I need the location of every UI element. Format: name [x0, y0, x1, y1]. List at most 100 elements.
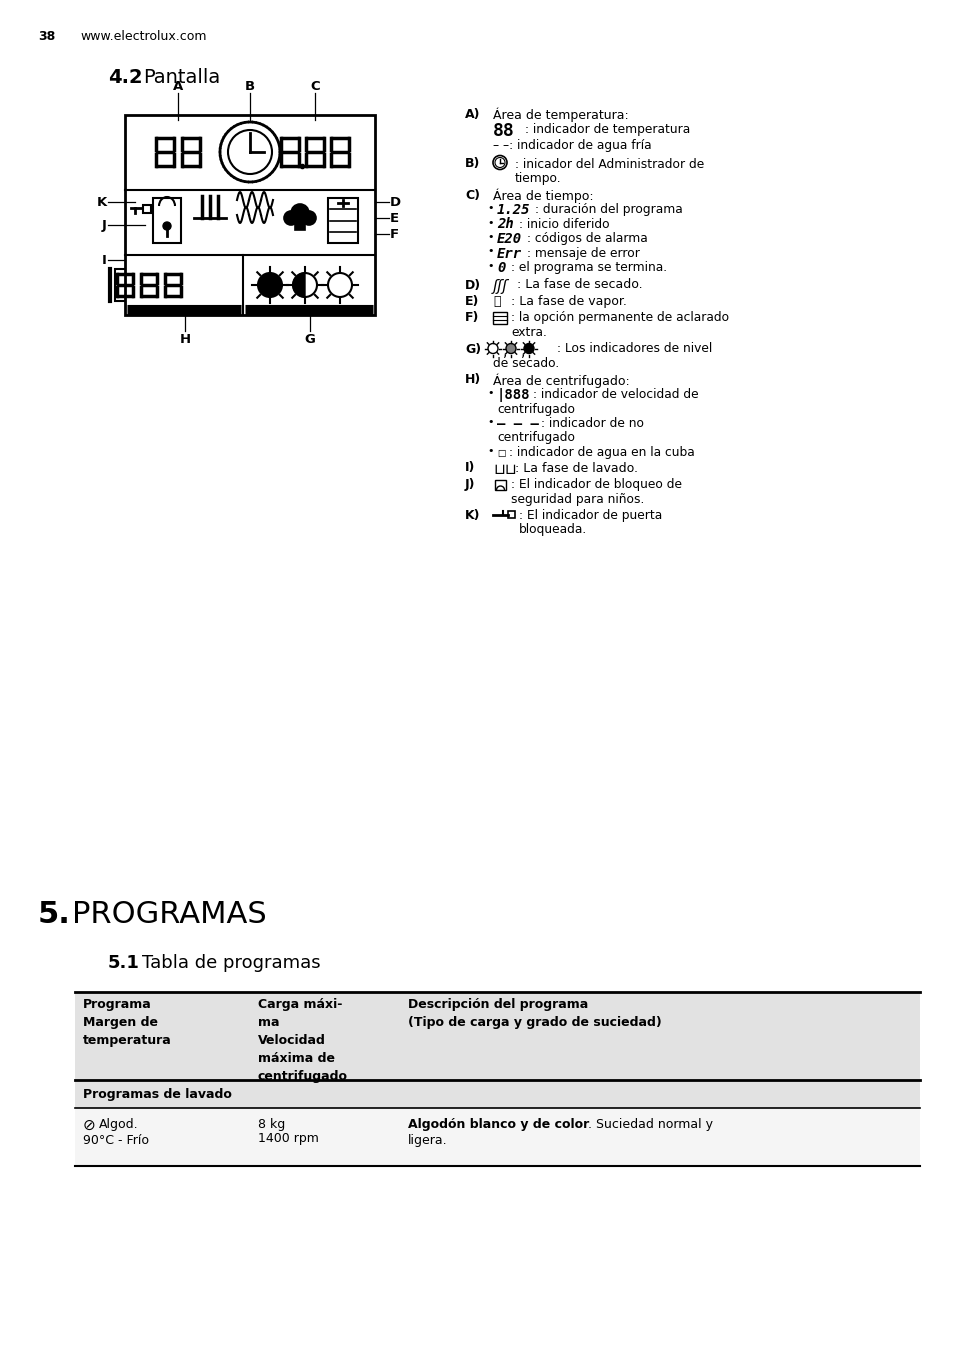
Text: 38: 38 [38, 30, 55, 43]
Text: Área de temperatura:: Área de temperatura: [493, 108, 628, 122]
Text: : el programa se termina.: : el programa se termina. [511, 261, 666, 274]
Text: H: H [179, 333, 191, 347]
Text: •: • [486, 389, 493, 398]
Bar [493, 311, 506, 324]
Text: G): G) [464, 343, 480, 356]
Bar [125, 115, 375, 315]
Text: : inicio diferido: : inicio diferido [518, 218, 609, 230]
Text: Carga máxi-
ma
Velocidad
máxima de
centrifugado: Carga máxi- ma Velocidad máxima de centr… [257, 998, 348, 1083]
Text: : indicador de velocidad de: : indicador de velocidad de [533, 389, 698, 401]
Text: : El indicador de puerta: : El indicador de puerta [518, 509, 661, 523]
Text: B): B) [464, 157, 480, 171]
Text: 5.1: 5.1 [108, 955, 140, 972]
Text: : La fase de secado.: : La fase de secado. [517, 279, 642, 291]
Text: 88: 88 [493, 122, 515, 141]
Text: ligera.: ligera. [408, 1135, 447, 1147]
Text: : códigos de alarma: : códigos de alarma [526, 232, 647, 245]
Text: Área de tiempo:: Área de tiempo: [493, 188, 593, 203]
Text: 90°C - Frío: 90°C - Frío [83, 1135, 149, 1147]
Text: : La fase de lavado.: : La fase de lavado. [515, 462, 638, 474]
Text: : duración del programa: : duración del programa [535, 203, 682, 217]
Circle shape [293, 274, 316, 297]
Text: PROGRAMAS: PROGRAMAS [71, 900, 267, 929]
Bar [152, 198, 181, 242]
Bar [304, 133, 326, 171]
Bar [495, 481, 505, 490]
Text: bloqueada.: bloqueada. [518, 524, 587, 536]
Circle shape [328, 274, 352, 297]
Text: Programa
Margen de
temperatura: Programa Margen de temperatura [83, 998, 172, 1047]
Text: Tabla de programas: Tabla de programas [142, 955, 320, 972]
Text: •: • [486, 417, 493, 427]
Text: •: • [486, 218, 493, 227]
Bar [139, 269, 159, 301]
Text: seguridad para niños.: seguridad para niños. [511, 493, 643, 505]
Text: 1400 rpm: 1400 rpm [257, 1132, 318, 1145]
Text: •: • [486, 232, 493, 242]
Bar [180, 133, 202, 171]
Text: B: B [245, 80, 254, 93]
Text: – –: indicador de agua fría: – –: indicador de agua fría [493, 139, 651, 152]
Bar [143, 204, 151, 213]
Text: centrifugado: centrifugado [497, 402, 575, 416]
Text: A): A) [464, 108, 480, 121]
Text: |888: |888 [497, 389, 530, 402]
Text: : mensaje de error: : mensaje de error [526, 246, 639, 260]
Text: J: J [102, 218, 107, 232]
Circle shape [284, 211, 297, 225]
Text: Descripción del programa
(Tipo de carga y grado de suciedad): Descripción del programa (Tipo de carga … [408, 998, 661, 1029]
Text: F: F [390, 227, 398, 241]
Text: 8 kg: 8 kg [257, 1118, 285, 1131]
Text: 5.: 5. [38, 900, 71, 929]
Text: Área de centrifugado:: Área de centrifugado: [493, 374, 629, 389]
Bar [75, 992, 919, 1080]
Text: ☐: ☐ [497, 445, 505, 460]
Circle shape [291, 204, 309, 222]
Bar [329, 133, 351, 171]
Text: •: • [486, 203, 493, 213]
Text: H): H) [464, 374, 480, 386]
Text: E: E [390, 211, 398, 225]
Bar [115, 269, 135, 301]
Text: K): K) [464, 509, 480, 523]
Circle shape [228, 130, 272, 175]
Text: 1.25: 1.25 [497, 203, 530, 217]
Bar [294, 218, 305, 230]
Circle shape [505, 344, 516, 353]
Text: : indicador de no: : indicador de no [540, 417, 643, 431]
Text: E20: E20 [497, 232, 521, 246]
Text: ⊔⊔: ⊔⊔ [493, 462, 517, 477]
Bar [75, 1108, 919, 1166]
Text: ⊘: ⊘ [83, 1118, 95, 1133]
Text: C): C) [464, 188, 479, 202]
Text: C: C [310, 80, 319, 93]
Text: G: G [304, 333, 315, 347]
Text: F): F) [464, 311, 478, 325]
Text: . Suciedad normal y: . Suciedad normal y [587, 1118, 712, 1131]
Text: tiempo.: tiempo. [515, 172, 561, 185]
Text: J): J) [464, 478, 475, 492]
Bar [328, 198, 357, 242]
Text: •: • [486, 246, 493, 256]
Text: ,: , [520, 344, 525, 359]
Text: de secado.: de secado. [493, 357, 558, 370]
Text: : la opción permanente de aclarado: : la opción permanente de aclarado [511, 311, 728, 325]
Bar [75, 1080, 919, 1108]
Text: •: • [486, 445, 493, 456]
Text: Programas de lavado: Programas de lavado [83, 1089, 232, 1101]
Text: : inicador del Administrador de: : inicador del Administrador de [515, 157, 703, 171]
Polygon shape [293, 274, 305, 297]
Bar [278, 133, 301, 171]
Text: extra.: extra. [511, 326, 546, 338]
Text: centrifugado: centrifugado [497, 432, 575, 444]
Text: ⛅: ⛅ [493, 295, 500, 307]
Text: : indicador de temperatura: : indicador de temperatura [524, 122, 690, 135]
Text: I: I [102, 253, 107, 267]
Text: ,: , [502, 344, 507, 359]
Text: 4.2: 4.2 [108, 68, 143, 87]
Bar [163, 269, 183, 301]
Text: Pantalla: Pantalla [143, 68, 220, 87]
Text: D): D) [464, 279, 480, 291]
Text: : indicador de agua en la cuba: : indicador de agua en la cuba [509, 445, 694, 459]
Text: : El indicador de bloqueo de: : El indicador de bloqueo de [511, 478, 681, 492]
